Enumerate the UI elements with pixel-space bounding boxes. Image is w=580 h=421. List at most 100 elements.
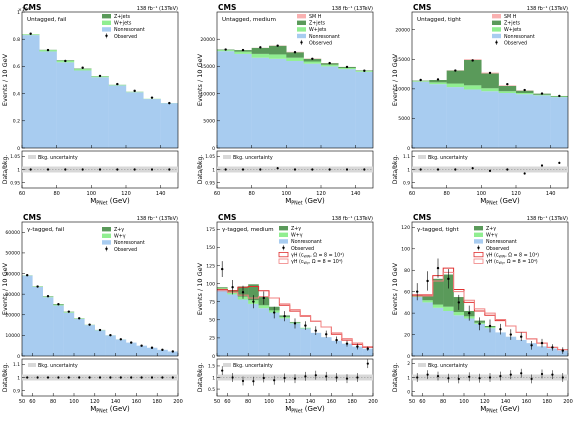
bar-nonres — [160, 103, 178, 148]
x-tick-label: 200 — [368, 399, 378, 405]
legend-item-wjets: W+jets — [102, 20, 132, 27]
y-exponent: ×10⁶ — [18, 7, 30, 13]
observed-point — [46, 48, 50, 52]
ratio-y-axis-label: Data/bkg. — [2, 155, 9, 184]
x-tick-label: 160 — [327, 399, 337, 405]
x-tick-label: 120 — [511, 191, 521, 197]
bar-zjets — [217, 287, 228, 288]
x-tick-label: 120 — [285, 399, 295, 405]
observed-point — [64, 59, 67, 63]
y-tick-label: 60000 — [5, 230, 20, 236]
y-tick-label: 175 — [206, 227, 215, 233]
x-axis-label: MPNet (GeV) — [90, 405, 130, 415]
legend-swatch — [492, 14, 501, 19]
legend-label: γH (cWγ, Ω = 8 = 10⁴) — [291, 259, 343, 265]
legend-item-nonres: Nonresonant — [297, 33, 340, 40]
legend-label-end: , Ω = 8 = 10⁴) — [309, 259, 343, 265]
ratio-point — [488, 376, 492, 379]
observed-point — [241, 291, 245, 294]
ratio-y-tick-label: 0.95 — [10, 181, 20, 187]
y-tick-label: 0.4 — [13, 91, 20, 97]
observed-point — [454, 69, 457, 72]
bar-nonres — [355, 71, 373, 148]
legend-label: W+jets — [504, 27, 522, 33]
observed-point — [116, 82, 119, 86]
bar-wjets — [432, 304, 444, 308]
ratio-point — [116, 168, 119, 171]
bar-wjets — [74, 69, 92, 71]
main-frame — [411, 221, 569, 357]
category-label: γ-tagged, medium — [222, 227, 274, 233]
y-tick-label: 100 — [206, 281, 215, 287]
legend-label: Nonresonant — [309, 34, 340, 40]
legend-label-text: Z+γ — [486, 226, 496, 232]
legend-label: Observed — [291, 246, 314, 252]
legend-label: W+γ — [114, 234, 126, 240]
legend-label: W+γ — [291, 233, 303, 239]
observed-point — [540, 92, 544, 95]
observed-point — [551, 346, 554, 349]
legend-label: W+γ — [486, 233, 498, 239]
main-frame — [411, 11, 569, 149]
legend-swatch — [102, 27, 111, 32]
x-tick-label: 120 — [90, 399, 100, 405]
x-axis-label-unit: (GeV) — [108, 405, 130, 413]
y-tick-label: 40 — [404, 311, 410, 317]
bar-nonres — [453, 315, 465, 356]
legend-swatch — [102, 227, 111, 232]
ratio-point — [36, 376, 39, 379]
legend-label-text: Observed — [309, 40, 332, 46]
ratio-point — [231, 376, 234, 379]
main-frame — [21, 221, 179, 357]
uncertainty-legend-swatch — [28, 155, 36, 159]
bar-zjets — [432, 278, 444, 305]
y-tick-label: 10000 — [200, 91, 215, 97]
observed-point — [57, 303, 60, 306]
ratio-point — [471, 167, 474, 170]
y-tick-label: 10000 — [5, 333, 20, 339]
legend-label: Observed — [309, 40, 332, 46]
ratio-point — [67, 376, 70, 379]
ratio-point — [29, 168, 32, 171]
legend-label-text: SM H — [309, 14, 322, 20]
observed-point — [171, 350, 174, 353]
x-tick-label: 100 — [282, 191, 292, 197]
bar-zjets — [443, 274, 454, 307]
ratio-y-tick-label: 1.05 — [205, 154, 215, 160]
ratio-point — [241, 168, 245, 171]
x-tick-label: 120 — [121, 191, 131, 197]
bar-nonres — [321, 337, 332, 356]
ratio-y-tick-label: 0.5 — [208, 387, 215, 393]
ratio-point — [416, 376, 419, 379]
ratio-point — [335, 376, 338, 379]
ratio-y-axis-label: Data/bkg. — [197, 363, 204, 392]
bar-nonres — [234, 53, 252, 148]
legend-item-zjets: Z+γ — [102, 227, 124, 233]
legend-item-nonres: Nonresonant — [102, 240, 145, 246]
y-tick-label: 100 — [401, 247, 410, 253]
legend-swatch — [492, 33, 501, 39]
observed-point — [67, 310, 71, 313]
panel-2: 60 80 100 120 140 0 5000 10000 15000 20000 0.95 1 1.… — [196, 3, 374, 207]
observed-point — [416, 290, 419, 293]
bar-zjets — [446, 70, 465, 84]
y-tick-label: 5000 — [398, 116, 410, 122]
ratio-point — [64, 168, 67, 171]
legend-label: W+jets — [114, 21, 132, 27]
bar-zjets — [464, 59, 482, 86]
x-tick-label: 80 — [248, 191, 254, 197]
ratio-point — [520, 372, 523, 375]
y-tick-label: 20000 — [395, 28, 410, 34]
x-axis-label-sub: PNet — [291, 409, 302, 415]
bar-zjets — [286, 52, 304, 58]
legend-swatch — [474, 226, 483, 231]
uncertainty-legend-swatch — [28, 363, 36, 367]
legend-item-wjets: W+γ — [279, 232, 303, 239]
lumi-label: 138 fb⁻¹ (13TeV) — [527, 6, 568, 12]
y-tick-label: 30000 — [5, 292, 20, 298]
bar-nonres — [258, 308, 270, 356]
bar-nonres — [115, 339, 127, 356]
observed-point — [150, 96, 154, 99]
y-tick-label: 150 — [206, 245, 215, 251]
legend-swatch — [102, 240, 111, 245]
